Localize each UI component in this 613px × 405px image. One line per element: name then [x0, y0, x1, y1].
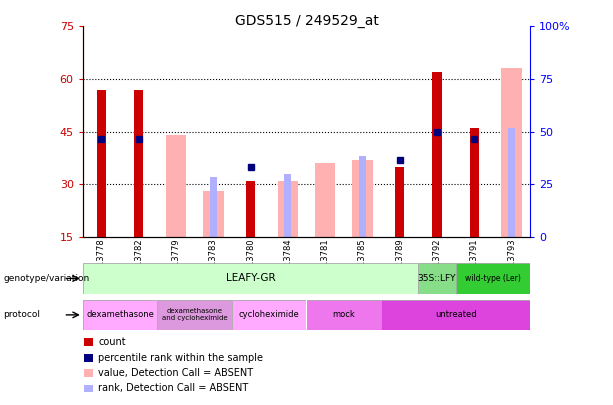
Bar — [210, 177, 216, 237]
Bar — [315, 163, 335, 237]
Text: protocol: protocol — [3, 310, 40, 320]
Text: 35S::LFY: 35S::LFY — [418, 274, 456, 283]
Bar — [134, 90, 143, 237]
Bar — [84, 384, 93, 392]
Text: dexamethasone
and cycloheximide: dexamethasone and cycloheximide — [162, 308, 227, 322]
Bar — [84, 338, 93, 346]
Bar — [278, 181, 298, 237]
Text: wild-type (Ler): wild-type (Ler) — [465, 274, 521, 283]
Text: LEAFY-GR: LEAFY-GR — [226, 273, 275, 283]
Text: count: count — [98, 337, 126, 347]
Text: GDS515 / 249529_at: GDS515 / 249529_at — [235, 14, 378, 28]
Bar — [501, 68, 522, 237]
Bar — [284, 174, 291, 237]
Bar — [84, 354, 93, 362]
Bar — [166, 135, 186, 237]
Text: value, Detection Call = ABSENT: value, Detection Call = ABSENT — [98, 368, 253, 378]
Text: mock: mock — [332, 310, 355, 320]
Bar — [246, 181, 255, 237]
Text: cycloheximide: cycloheximide — [239, 310, 300, 320]
Bar — [432, 72, 442, 237]
Bar — [84, 369, 93, 377]
Text: percentile rank within the sample: percentile rank within the sample — [98, 353, 263, 362]
Bar — [470, 128, 479, 237]
Text: genotype/variation: genotype/variation — [3, 274, 89, 283]
Text: dexamethasone: dexamethasone — [86, 310, 154, 320]
Text: untreated: untreated — [435, 310, 476, 320]
Bar — [203, 191, 224, 237]
Bar — [97, 90, 106, 237]
Bar — [359, 156, 366, 237]
Bar — [508, 128, 515, 237]
Bar — [352, 160, 373, 237]
Bar — [395, 167, 405, 237]
Text: rank, Detection Call = ABSENT: rank, Detection Call = ABSENT — [98, 384, 248, 393]
